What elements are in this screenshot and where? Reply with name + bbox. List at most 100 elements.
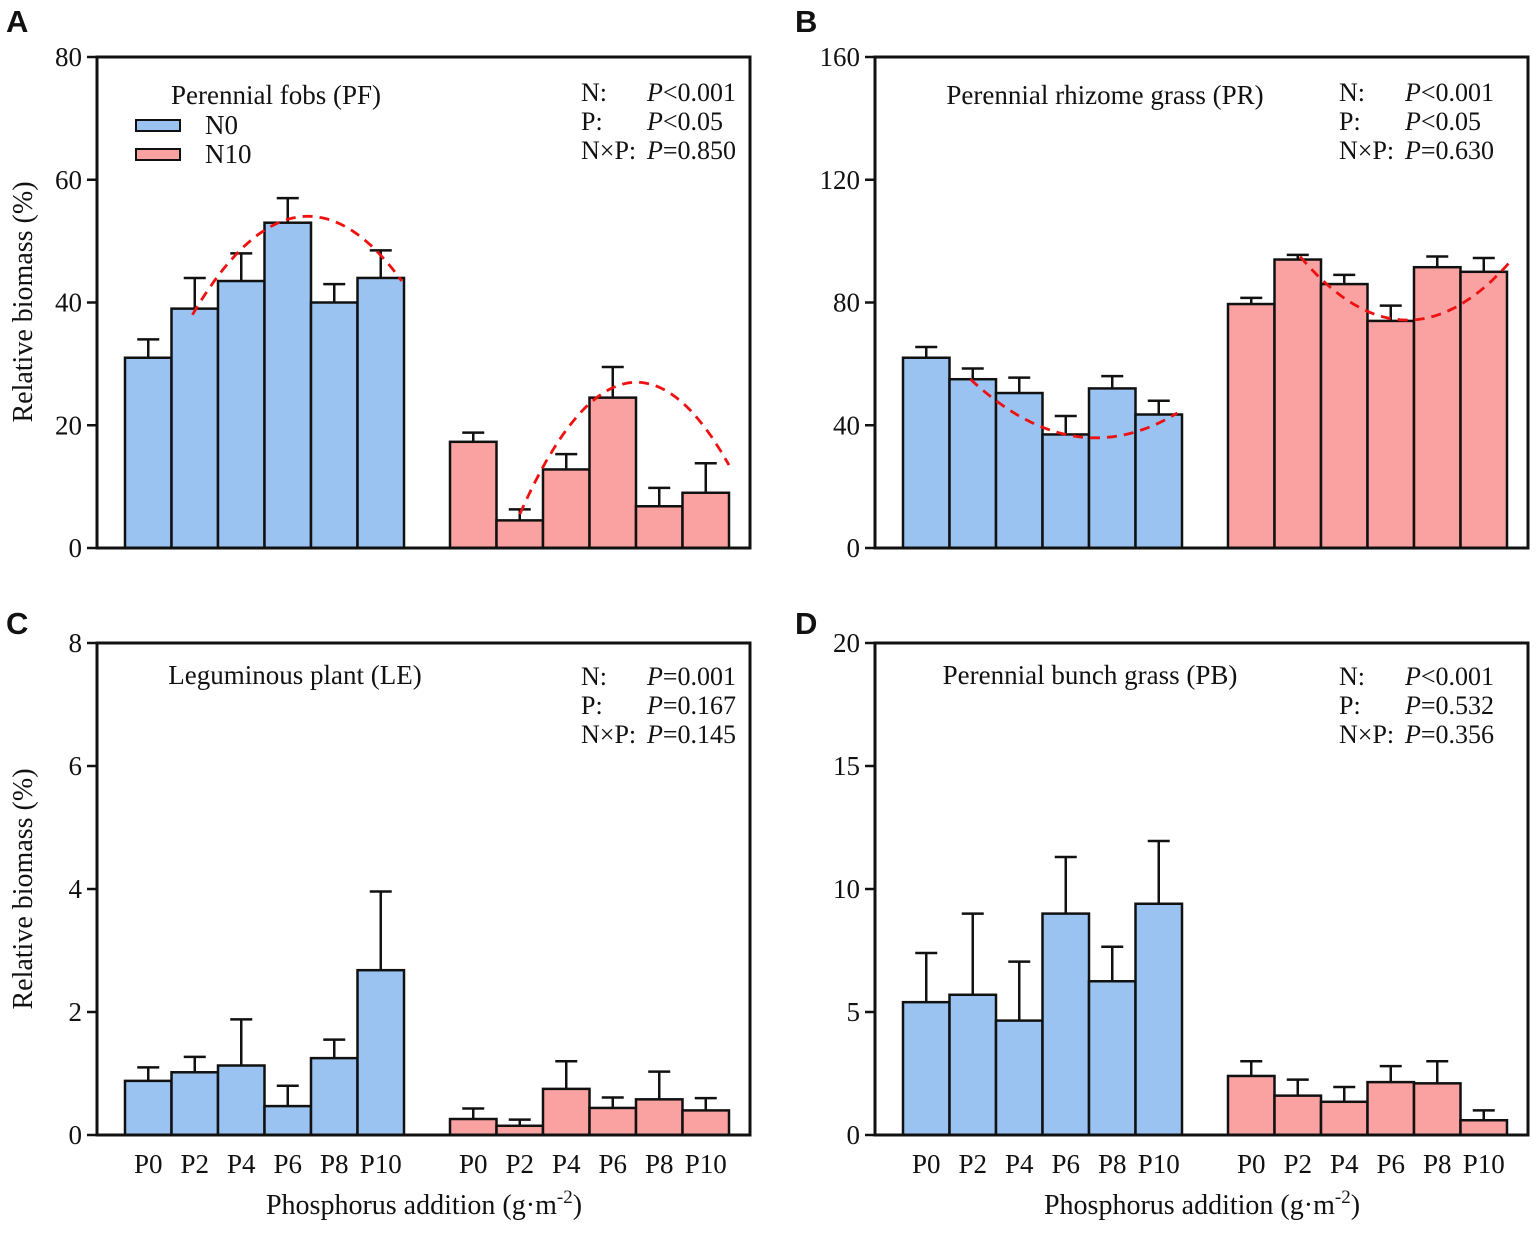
stats-row: N×P: P =0.630: [1339, 136, 1494, 165]
stats-p-italic: P: [647, 136, 663, 165]
bar-B-N0-P6: [1041, 433, 1091, 550]
stats-label: N:: [581, 78, 607, 107]
stats-block-c: N: P =0.001 P: P =0.167 N×P: P =0.145: [581, 662, 736, 749]
trend-curve-B-N10: [1299, 255, 1511, 322]
x-tick-label: P2: [505, 1149, 534, 1179]
bar-C-N0-P6: [263, 1104, 313, 1137]
panel-title-b: Perennial rhizome grass (PR): [946, 80, 1264, 110]
stats-label: P:: [581, 107, 603, 136]
bar-C-N10-P4: [541, 1087, 591, 1137]
panel-letter-c: C: [6, 606, 29, 641]
stats-row: N×P: P =0.145: [581, 720, 736, 749]
stats-p-italic: P: [1405, 136, 1421, 165]
stats-block-a: N: P <0.001 P: P <0.05 N×P: P =0.850: [581, 78, 736, 165]
y-tick-label: 120: [820, 165, 861, 195]
stats-p-italic: P: [647, 720, 663, 749]
x-tick-label: P10: [1463, 1149, 1505, 1179]
x-tick-label: P4: [1005, 1149, 1034, 1179]
x-axis-title-left: Phosphorus addition (g·m-2): [266, 1187, 582, 1222]
x-axis-title-text: Phosphorus addition (g·m: [1043, 1190, 1335, 1221]
trend-curve-A-N10: [518, 380, 731, 515]
panel-title-c: Leguminous plant (LE): [168, 660, 422, 690]
legend-swatch-n0-icon: [135, 119, 181, 132]
stats-row: N: P =0.001: [581, 662, 736, 691]
y-tick-label: 20: [55, 410, 82, 440]
y-tick-label: 160: [820, 42, 861, 72]
y-tick-label: 0: [69, 1120, 83, 1150]
y-tick-label: 4: [69, 874, 83, 904]
stats-row: P: P =0.167: [581, 691, 736, 720]
y-tick-label: 0: [69, 533, 83, 563]
stats-row: N×P: P =0.356: [1339, 720, 1494, 749]
bar-B-N0-P10: [1134, 413, 1184, 550]
bar-B-N0-P8: [1087, 387, 1137, 550]
x-tick-label: P8: [320, 1149, 349, 1179]
x-tick-label: P8: [1423, 1149, 1452, 1179]
stats-p-value: =0.356: [1420, 720, 1495, 749]
y-tick-label: 40: [833, 410, 860, 440]
y-tick-label: 10: [833, 874, 860, 904]
x-tick-label: P0: [134, 1149, 163, 1179]
panel-title-a: Perennial fobs (PF): [171, 80, 381, 110]
bar-A-N0-P2: [170, 307, 220, 550]
stats-p-value: <0.05: [1420, 107, 1482, 136]
bar-D-N10-P8: [1412, 1082, 1462, 1137]
stats-row: N: P <0.001: [581, 78, 736, 107]
x-axis-title-superscript: -2: [556, 1187, 573, 1208]
bar-B-N0-P2: [948, 377, 998, 550]
legend-item-n0: N0: [135, 112, 238, 139]
stats-block-d: N: P <0.001 P: P =0.532 N×P: P =0.356: [1339, 662, 1494, 749]
bar-A-N10-P6: [588, 396, 638, 550]
bar-B-N10-P10: [1459, 270, 1509, 550]
bar-D-N10-P2: [1273, 1094, 1323, 1137]
plot-frame-D: [873, 641, 1530, 1137]
stats-block-b: N: P <0.001 P: P <0.05 N×P: P =0.630: [1339, 78, 1494, 165]
stats-label: N×P:: [581, 720, 637, 749]
bar-D-N0-P10: [1134, 902, 1184, 1137]
x-tick-label: P10: [685, 1149, 727, 1179]
stats-label: P:: [1339, 107, 1361, 136]
legend-swatch-n10-icon: [135, 148, 181, 161]
y-axis-title-top: Relative biomass (%): [8, 181, 39, 423]
bar-C-N10-P8: [634, 1098, 684, 1137]
bar-A-N10-P0: [448, 440, 498, 550]
legend-item-n10: N10: [135, 141, 252, 168]
stats-p-value: <0.001: [1420, 78, 1495, 107]
bar-D-N10-P10: [1459, 1118, 1509, 1137]
bar-B-N10-P2: [1273, 258, 1323, 550]
y-axis-title-bottom: Relative biomass (%): [8, 768, 39, 1010]
stats-p-value: <0.001: [662, 78, 737, 107]
stats-p-italic: P: [647, 78, 663, 107]
bar-A-N10-P2: [495, 519, 545, 550]
stats-p-italic: P: [1405, 107, 1421, 136]
legend-label-n10: N10: [205, 139, 252, 169]
bar-A-N0-P10: [356, 276, 406, 550]
bar-C-N10-P10: [681, 1109, 731, 1137]
stats-p-value: =0.532: [1420, 691, 1495, 720]
trend-curve-B-N0: [969, 378, 1179, 440]
bar-D-N0-P4: [994, 1019, 1044, 1137]
y-tick-label: 80: [833, 288, 860, 318]
stats-p-italic: P: [647, 107, 663, 136]
x-tick-label: P0: [1237, 1149, 1266, 1179]
bar-C-N0-P2: [170, 1071, 220, 1137]
bar-D-N10-P6: [1366, 1080, 1416, 1137]
stats-p-italic: P: [1405, 691, 1421, 720]
plot-frame-B: [873, 55, 1530, 550]
x-tick-label: P8: [1098, 1149, 1127, 1179]
x-tick-label: P4: [1330, 1149, 1359, 1179]
y-tick-label: 0: [847, 533, 861, 563]
stats-p-italic: P: [1405, 662, 1421, 691]
trend-curve-A-N0: [191, 214, 403, 316]
y-tick-label: 60: [55, 165, 82, 195]
x-tick-label: P4: [552, 1149, 581, 1179]
bar-D-N0-P2: [948, 993, 998, 1137]
stats-label: N×P:: [581, 136, 637, 165]
stats-p-value: <0.001: [1420, 662, 1495, 691]
x-axis-title-right: Phosphorus addition (g·m-2): [1043, 1187, 1361, 1222]
x-axis-title-close: ): [1350, 1190, 1361, 1221]
bar-D-N0-P0: [901, 1000, 951, 1137]
x-tick-label: P6: [598, 1149, 627, 1179]
y-tick-label: 15: [833, 751, 860, 781]
